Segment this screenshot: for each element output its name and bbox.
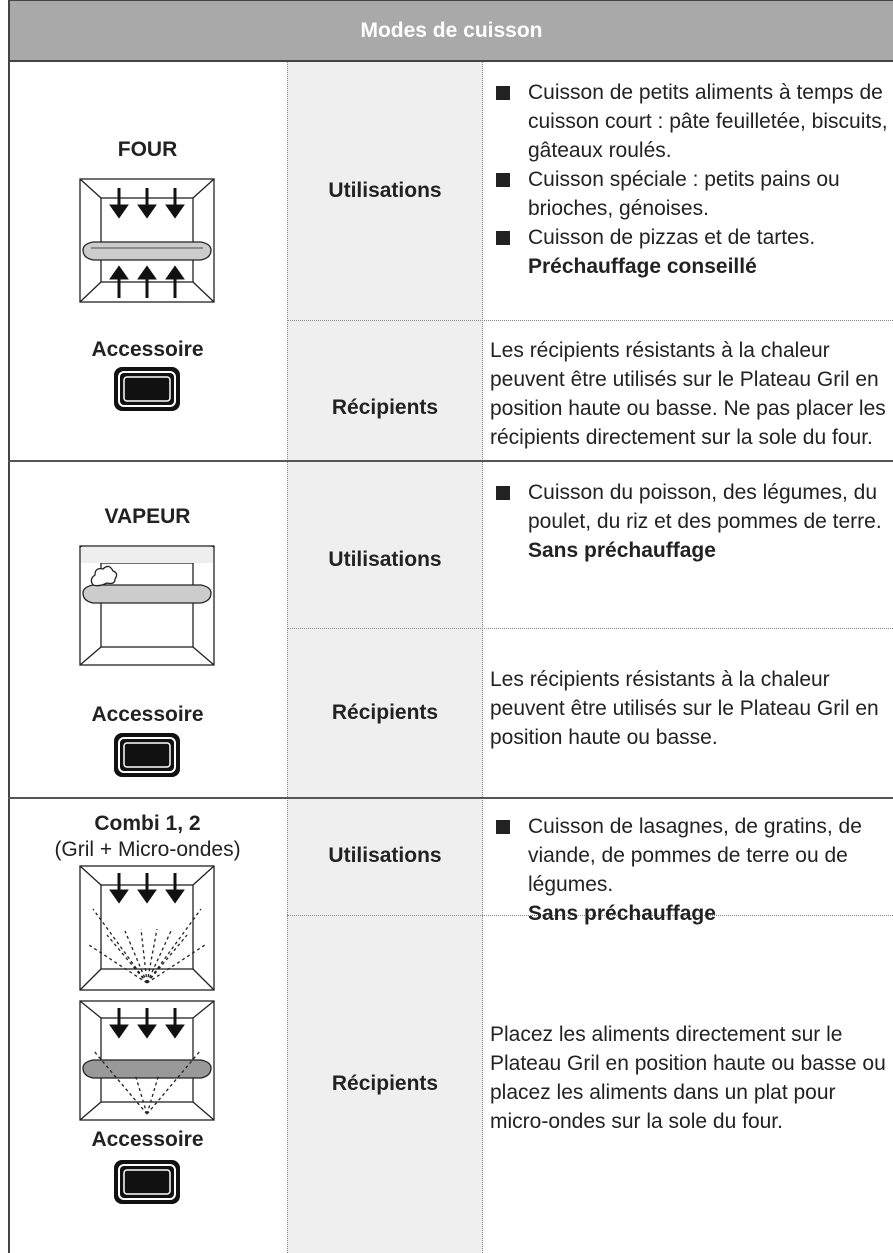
use-item: Cuisson de lasagnes, de gratins, de vian… [496, 812, 888, 899]
row-label: Utilisations [328, 548, 442, 571]
header: Modes de cuisson [8, 0, 893, 62]
uses: Cuisson de lasagnes, de gratins, de vian… [496, 812, 888, 928]
accessory-label: Accessoire [91, 1128, 204, 1151]
uses: Cuisson du poisson, des légumes, du poul… [496, 478, 888, 565]
row-line [287, 915, 893, 916]
mode: Combi 1, 2 [94, 812, 201, 835]
section-line [8, 460, 893, 462]
row-label: Récipients [331, 700, 439, 724]
row-label: Utilisations [328, 844, 442, 867]
use-item: Cuisson de pizzas et de tartes. [496, 223, 888, 252]
accessory-icon [114, 367, 180, 411]
row-label: Utilisations [328, 179, 442, 202]
accessory-label: Accessoire [91, 338, 204, 361]
subtitle: (Gril + Micro-ondes) [54, 838, 241, 861]
oven-icon [79, 1000, 215, 1121]
row-label: Récipients [331, 1072, 439, 1095]
oven-icon [79, 545, 215, 666]
oven-icon [79, 178, 215, 303]
uses: Cuisson de petits aliments à temps de cu… [496, 78, 888, 281]
oven-icon [79, 865, 215, 991]
mode: FOUR [117, 138, 178, 161]
containers: Les récipients résistants à la chaleur p… [490, 339, 886, 449]
mode: VAPEUR [104, 505, 191, 528]
note: Sans préchauffage [528, 902, 716, 925]
accessory-icon [114, 733, 180, 777]
row-line [287, 628, 893, 629]
accessory-label: Accessoire [91, 703, 204, 726]
row-label: Récipients [331, 395, 439, 419]
containers: Les récipients résistants à la chaleur p… [490, 668, 879, 749]
note: Préchauffage conseillé [528, 255, 757, 278]
left-border [8, 0, 10, 1253]
use-item: Cuisson du poisson, des légumes, du poul… [496, 478, 888, 536]
accessory-icon [114, 1160, 180, 1204]
use-item: Cuisson de petits aliments à temps de cu… [496, 78, 888, 165]
containers: Placez les aliments directement sur le P… [490, 1023, 886, 1133]
label-column [287, 62, 483, 1253]
note: Sans préchauffage [528, 539, 716, 562]
section-line [8, 797, 893, 799]
row-line [287, 320, 893, 321]
use-item: Cuisson spéciale : petits pains ou brioc… [496, 165, 888, 223]
